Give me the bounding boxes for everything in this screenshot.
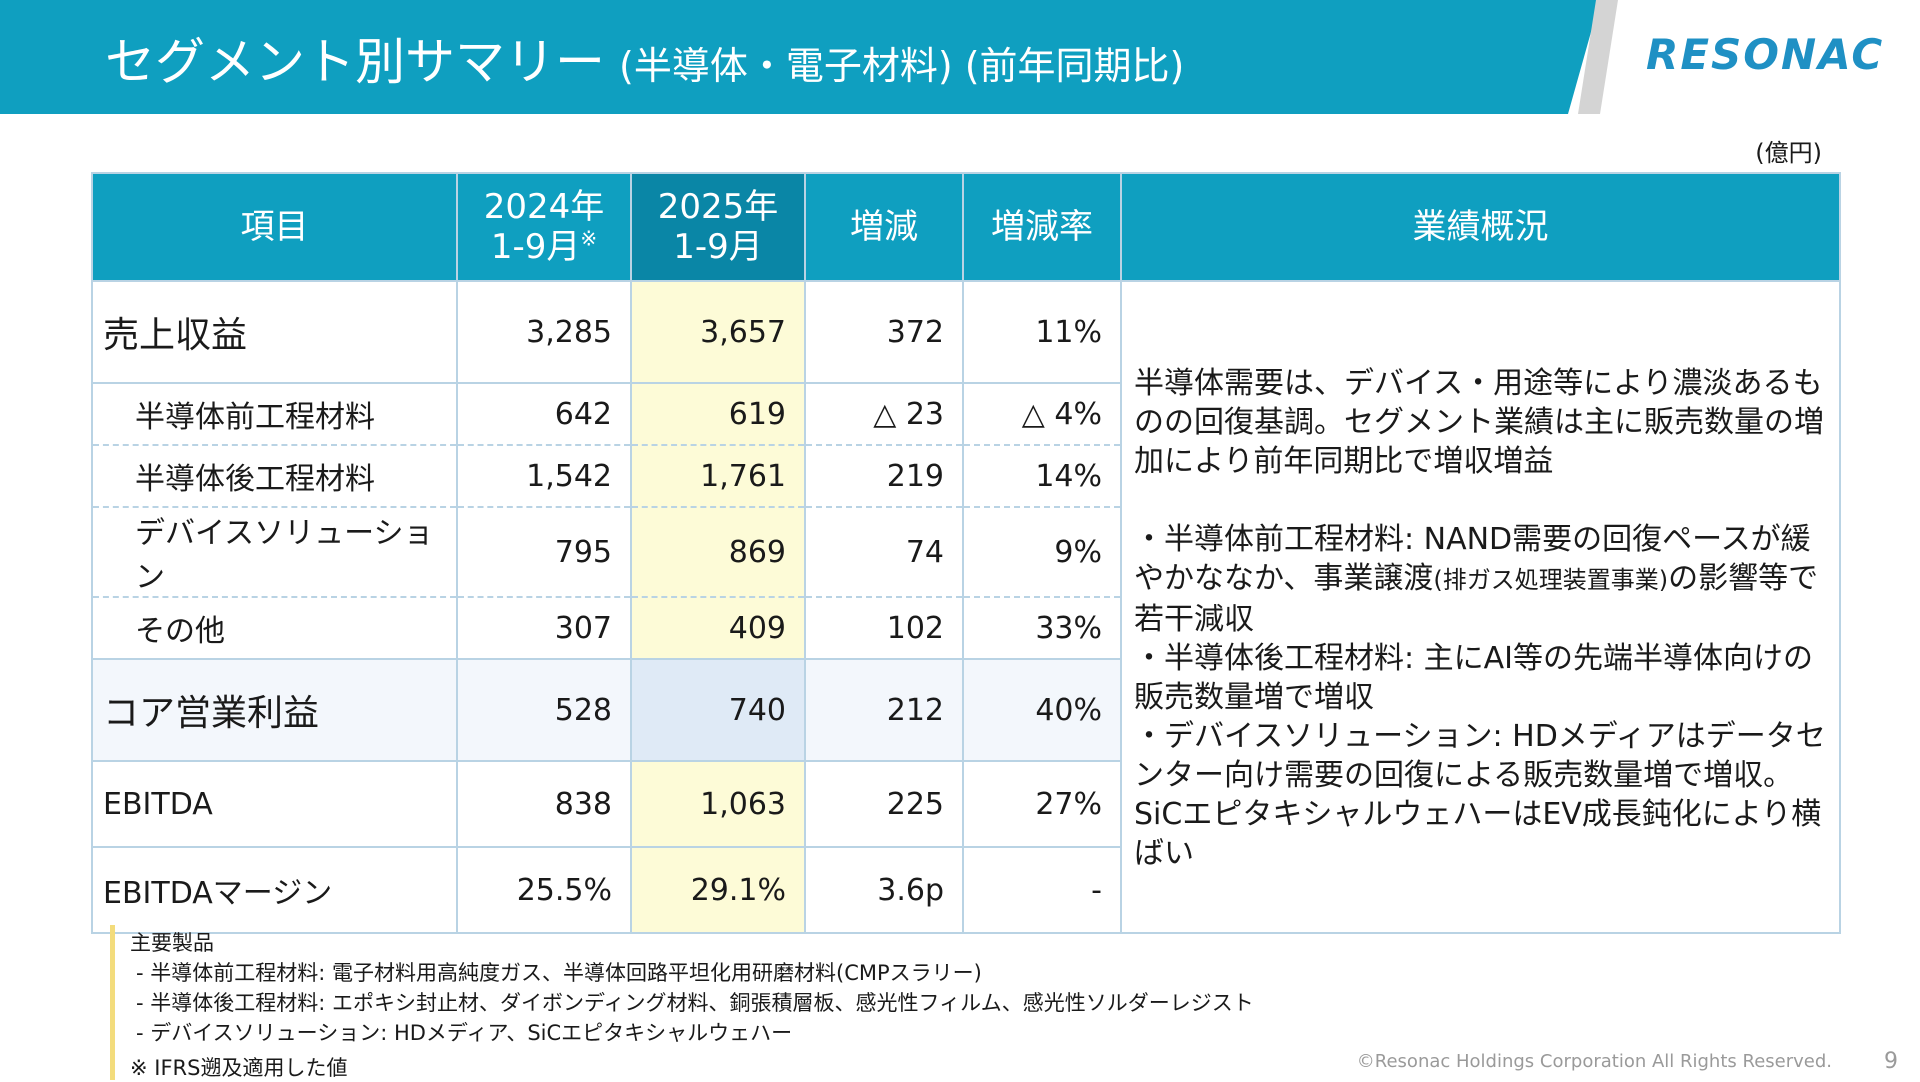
change-value: △ 23 — [804, 382, 964, 446]
overview-bullet-device: ・デバイスソリューション: HDメディアはデータセンター向け需要の回復による販売… — [1134, 719, 1826, 871]
header-prev-note-mark: ※ — [580, 226, 598, 251]
header-curr-months: 1-9月 — [673, 227, 763, 267]
prev-value: 307 — [456, 596, 632, 660]
overview-bullet-front-end: ・半導体前工程材料: NAND需要の回復ペースが緩やかななか、事業譲渡(排ガス処… — [1134, 520, 1827, 639]
notes-heading: 主要製品 — [130, 931, 214, 955]
change-value: 74 — [804, 506, 964, 598]
rate-value: - — [962, 846, 1122, 934]
prev-value: 795 — [456, 506, 632, 598]
prev-value: 528 — [456, 658, 632, 762]
header-rate: 増減率 — [962, 172, 1122, 282]
table-row: デバイスソリューション 795 869 74 9% — [91, 506, 1840, 598]
overview-summary: 半導体需要は、デバイス・用途等により濃淡あるものの回復基調。セグメント業績は主に… — [1134, 366, 1824, 479]
rate-value: 11% — [962, 280, 1122, 384]
copyright-text: ©Resonac Holdings Corporation All Rights… — [1356, 1051, 1832, 1072]
segment-summary-table: 項目 2024年 1-9月※ 2025年 1-9月 増減 増減率 業績概況 売上… — [91, 172, 1841, 934]
curr-value: 619 — [630, 382, 806, 446]
page-title: セグメント別サマリー (半導体・電子材料) (前年同期比) — [105, 22, 1184, 92]
ifrs-footnote: ※ IFRS遡及適用した値 — [130, 1056, 348, 1080]
main-products-notes: 主要製品 - 半導体前工程材料: 電子材料用高純度ガス、半導体回路平坦化用研磨材… — [130, 928, 1254, 1048]
row-label: デバイスソリューション — [91, 506, 458, 598]
change-value: 372 — [804, 280, 964, 384]
notes-item: - 半導体後工程材料: エポキシ封止材、ダイボンディング材料、銅張積層板、感光性… — [136, 991, 1254, 1015]
table-row: EBITDA 838 1,063 225 27% — [91, 760, 1840, 848]
header-curr-period: 2025年 1-9月 — [630, 172, 806, 282]
header-curr-year: 2025年 — [657, 186, 779, 227]
row-label: その他 — [91, 596, 458, 660]
curr-value: 3,657 — [630, 280, 806, 384]
rate-value: 40% — [962, 658, 1122, 762]
overview-bullet-back-end: ・半導体後工程材料: 主にAI等の先端半導体向けの販売数量増で増収 — [1134, 641, 1814, 715]
prev-value: 25.5% — [456, 846, 632, 934]
row-label: コア営業利益 — [91, 658, 458, 762]
overview-bullet-front-end-tail: の影響等で若干減収 — [1134, 561, 1819, 637]
company-logo: RESONAC — [1646, 30, 1885, 79]
header-item: 項目 — [91, 172, 458, 282]
unit-label: (億円) — [1755, 139, 1822, 167]
change-value: 102 — [804, 596, 964, 660]
header-band — [0, 0, 1600, 114]
curr-value: 740 — [630, 658, 806, 762]
row-label: 半導体前工程材料 — [91, 382, 458, 446]
prev-value: 3,285 — [456, 280, 632, 384]
row-label: 売上収益 — [91, 280, 458, 384]
title-main: セグメント別サマリー — [105, 33, 605, 91]
page-number: 9 — [1884, 1049, 1898, 1074]
title-sub: (半導体・電子材料) (前年同期比) — [619, 44, 1185, 88]
table-row: EBITDAマージン 25.5% 29.1% 3.6p - — [91, 846, 1840, 934]
table-header-row: 項目 2024年 1-9月※ 2025年 1-9月 増減 増減率 業績概況 — [91, 172, 1841, 282]
header-prev-period: 2024年 1-9月※ — [456, 172, 632, 282]
rate-value: 14% — [962, 444, 1122, 508]
curr-value: 1,761 — [630, 444, 806, 508]
rate-value: △ 4% — [962, 382, 1122, 446]
change-value: 219 — [804, 444, 964, 508]
overview-bullet-front-end-note: (排ガス処理装置事業) — [1433, 566, 1669, 594]
change-value: 212 — [804, 658, 964, 762]
rate-value: 33% — [962, 596, 1122, 660]
curr-value: 409 — [630, 596, 806, 660]
change-value: 225 — [804, 760, 964, 848]
row-label: EBITDA — [91, 760, 458, 848]
prev-value: 838 — [456, 760, 632, 848]
notes-item: - デバイスソリューション: HDメディア、SiCエピタキシャルウェハー — [136, 1021, 793, 1045]
header-change: 増減 — [804, 172, 964, 282]
curr-value: 869 — [630, 506, 806, 598]
curr-value: 29.1% — [630, 846, 806, 934]
prev-value: 1,542 — [456, 444, 632, 508]
overview-bullet-front-end-text: ・半導体前工程材料: NAND需要の回復ペースが緩やかななか、事業譲渡 — [1134, 522, 1811, 596]
notes-item: - 半導体前工程材料: 電子材料用高純度ガス、半導体回路平坦化用研磨材料(CMP… — [136, 961, 982, 985]
prev-value: 642 — [456, 382, 632, 446]
table-row: コア営業利益 528 740 212 40% — [91, 658, 1840, 762]
header-overview: 業績概況 — [1120, 172, 1841, 282]
table-row: 売上収益 3,285 3,657 372 11% 半導体需要は、デバイス・用途等… — [91, 280, 1841, 934]
table-row: その他 307 409 102 33% — [91, 596, 1840, 660]
table-row: 半導体前工程材料 642 619 △ 23 △ 4% — [91, 382, 1840, 446]
row-label: 半導体後工程材料 — [91, 444, 458, 508]
notes-accent-bar — [110, 925, 115, 1080]
performance-overview: 半導体需要は、デバイス・用途等により濃淡あるものの回復基調。セグメント業績は主に… — [1120, 280, 1841, 934]
rate-value: 27% — [962, 760, 1122, 848]
table-row: 半導体後工程材料 1,542 1,761 219 14% — [91, 444, 1840, 508]
rate-value: 9% — [962, 506, 1122, 598]
row-label: EBITDAマージン — [91, 846, 458, 934]
curr-value: 1,063 — [630, 760, 806, 848]
header-prev-year: 2024年 — [483, 186, 605, 227]
header-prev-months: 1-9月 — [490, 227, 581, 267]
change-value: 3.6p — [804, 846, 964, 934]
